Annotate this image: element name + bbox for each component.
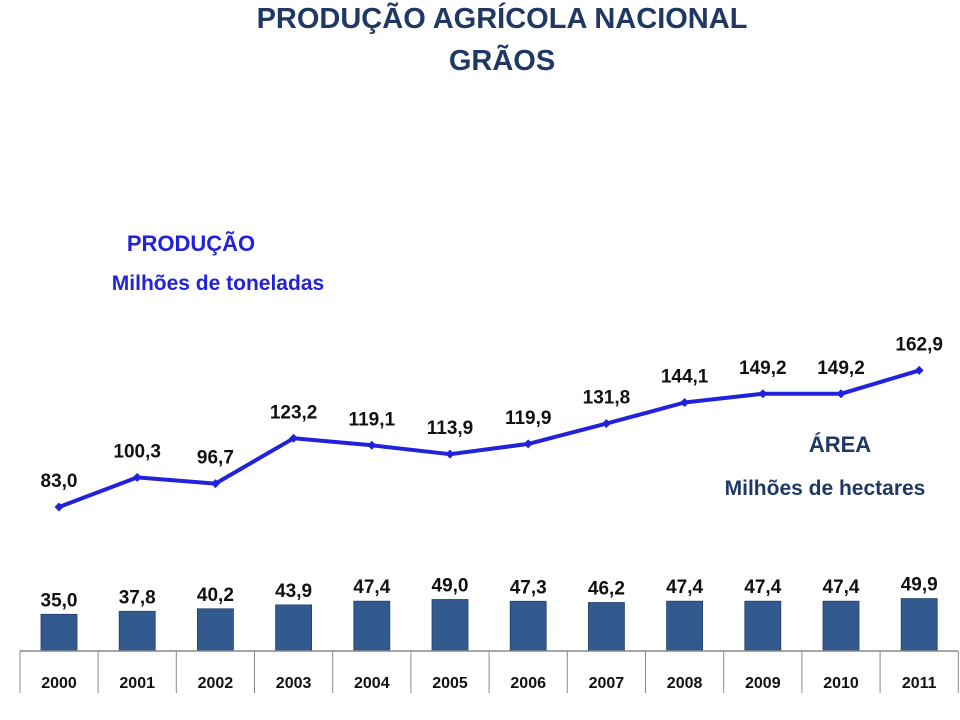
production-point-2005 [445,449,455,459]
x-tick-label-2001: 2001 [119,675,155,692]
production-point-2004 [367,440,377,450]
area-bar-2009 [744,600,782,652]
area-bar-2004 [353,600,391,652]
area-value-label-2009: 47,4 [744,577,781,598]
x-tick-label-2002: 2002 [198,675,234,692]
x-tick-label-2006: 2006 [510,675,546,692]
x-tick-label-2000: 2000 [41,675,77,692]
area-value-label-2008: 47,4 [666,577,703,598]
area-value-label-2004: 47,4 [353,577,390,598]
production-point-2009 [758,389,768,399]
production-value-label-2010: 149,2 [817,358,865,379]
production-value-label-2011: 162,9 [895,334,943,355]
production-value-label-2007: 131,8 [583,388,631,409]
chart-subtitle: GRÃOS [449,43,555,77]
area-series-name: ÁREA [809,432,871,457]
x-tick-label-2003: 2003 [276,675,312,692]
area-bar-2002 [196,608,234,652]
production-point-2007 [601,419,611,429]
production-line: 83,0 100,3 96,7 123,2 119,1 113,9 119,9 131,8 14… [41,334,943,512]
area-bar-2001 [118,610,156,652]
area-value-label-2006: 47,3 [510,577,547,598]
area-value-label-2001: 37,8 [119,587,156,608]
production-point-2003 [289,433,299,443]
production-value-label-2003: 123,2 [270,402,318,423]
production-value-label-2006: 119,9 [505,408,552,429]
production-point-2002 [210,479,220,489]
area-series-unit: Milhões de hectares [725,477,926,500]
x-axis: 2000 2001 2002 2003 2004 2005 2006 2007 2008 2009… [19,650,959,693]
x-tick-label-2004: 2004 [354,675,390,692]
x-tick-label-2010: 2010 [823,675,859,692]
production-value-label-2009: 149,2 [739,358,787,379]
production-point-2008 [680,398,690,408]
production-value-label-2008: 144,1 [661,367,709,388]
area-bar-2011 [900,598,938,652]
area-bar-2008 [666,600,703,652]
area-value-label-2003: 43,9 [275,581,312,602]
area-bar-2000 [40,613,78,652]
production-point-2000 [54,502,64,512]
x-tick-label-2008: 2008 [667,675,703,692]
production-value-label-2004: 119,1 [349,409,396,430]
production-value-label-2005: 113,9 [427,418,474,439]
area-value-label-2005: 49,0 [432,576,469,597]
area-value-label-2011: 49,9 [901,575,938,596]
area-bar-2010 [822,600,860,652]
production-value-label-2001: 100,3 [113,441,161,462]
chart-title: PRODUÇÃO AGRÍCOLA NACIONAL [257,1,748,35]
area-value-label-2007: 46,2 [588,579,625,600]
x-tick-label-2007: 2007 [589,675,625,692]
production-series-unit: Milhões de toneladas [112,272,324,295]
production-point-2010 [836,389,846,399]
area-bars: 35,0 37,8 40,2 43,9 47,4 49,0 47,3 46,2 47,4 47,4… [41,575,938,652]
production-value-label-2002: 96,7 [197,448,234,469]
production-value-label-2000: 83,0 [41,471,78,492]
production-point-2011 [914,365,924,375]
area-bar-2005 [431,599,469,652]
production-series-name: PRODUÇÃO [127,231,255,256]
area-value-label-2002: 40,2 [197,585,234,606]
area-bar-2006 [509,600,547,652]
area-bar-2003 [275,604,313,652]
x-tick-label-2005: 2005 [432,675,468,692]
production-point-2006 [523,439,533,449]
area-value-label-2010: 47,4 [823,577,860,598]
production-point-2001 [132,472,142,482]
area-value-label-2000: 35,0 [41,590,78,611]
x-tick-label-2009: 2009 [745,675,781,692]
production-line-path [58,368,920,509]
x-tick-label-2011: 2011 [902,675,937,692]
area-bar-2007 [588,602,625,652]
